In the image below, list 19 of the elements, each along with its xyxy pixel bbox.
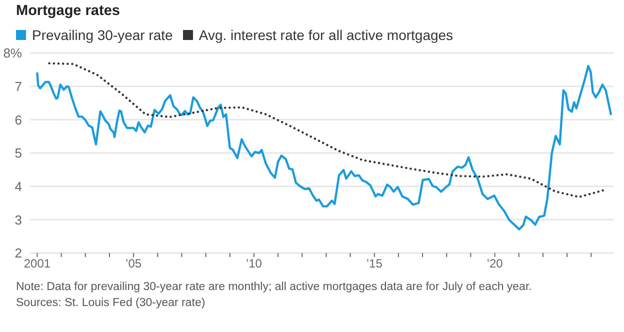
y-tick-label: 5 (14, 146, 22, 161)
y-tick-label: 3 (14, 212, 22, 228)
line-series (48, 62, 604, 198)
x-tick-label: ’20 (486, 256, 504, 271)
legend-label: Avg. interest rate for all active mortgages (198, 27, 454, 43)
line-series (36, 64, 612, 230)
x-tick-label: 2001 (24, 256, 51, 271)
chart-title: Mortgage rates (16, 3, 121, 19)
x-tick-label: ’15 (366, 256, 383, 271)
x-tick-label: ’10 (246, 256, 262, 271)
y-tick-label: 7 (14, 78, 22, 94)
legend-label: Prevailing 30-year rate (32, 27, 173, 43)
source-note: Sources: St. Louis Fed (30-year rate) (16, 296, 206, 311)
y-tick-label: 8% (3, 46, 22, 61)
y-tick-label: 4 (14, 178, 22, 194)
y-tick-label: 6 (14, 112, 22, 128)
x-tick-label: ’05 (126, 256, 142, 271)
text: Note: Data for prevailing 30-year rate are monthly; all active mortgages data are for July of each year. (16, 280, 533, 295)
y-tick-label: 2 (14, 246, 22, 261)
